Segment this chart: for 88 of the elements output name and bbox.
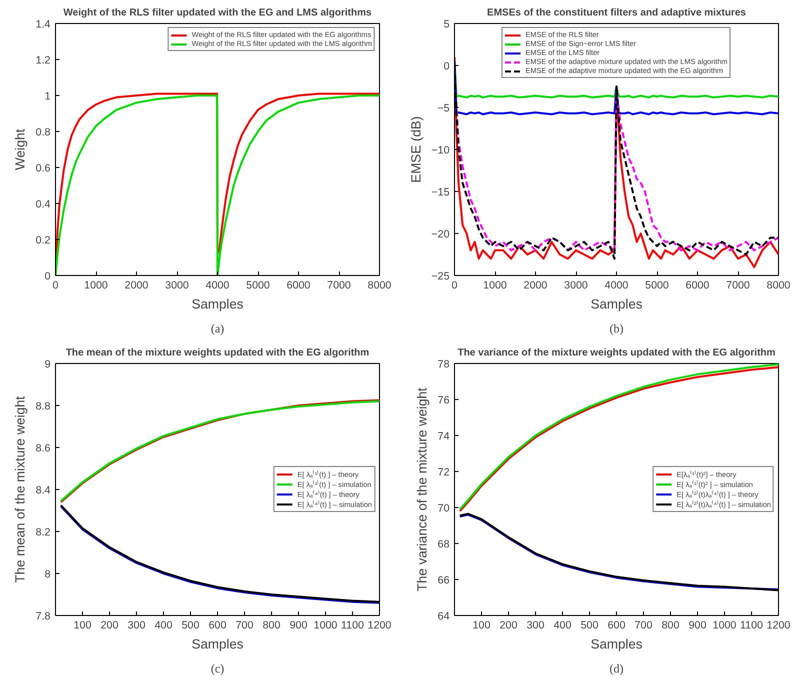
x-tick-label: 3000	[564, 280, 588, 292]
x-tick-label: 100	[472, 620, 490, 632]
x-tick-label: 500	[182, 620, 200, 632]
x-tick-label: 1000	[712, 620, 736, 632]
y-tick-label: 68	[438, 538, 450, 550]
x-tick-label: 6000	[286, 280, 310, 292]
x-tick-label: 1000	[314, 620, 338, 632]
y-tick-label: −25	[431, 270, 450, 282]
text: (d)	[610, 662, 624, 676]
y-tick-label: 74	[438, 430, 450, 442]
y-tick-label: −10	[431, 144, 450, 156]
x-tick-label: 300	[526, 620, 544, 632]
y-axis-title: Weight	[12, 128, 28, 170]
y-tick-label: 0.8	[36, 126, 51, 138]
x-tick-label: 1100	[341, 620, 364, 632]
x-tick-label: 200	[500, 620, 518, 632]
x-tick-label: 700	[634, 620, 652, 632]
x-tick-label: 400	[154, 620, 172, 632]
x-tick-label: 800	[262, 620, 280, 632]
y-tick-label: 1.4	[36, 18, 51, 30]
text: (b)	[610, 322, 624, 336]
chart-title: Weight of the RLS filter updated with the EG and LMS algorithms	[63, 8, 372, 18]
x-axis-title: Samples	[590, 296, 643, 312]
y-tick-label: 9	[44, 358, 51, 370]
x-tick-label: 600	[208, 620, 226, 632]
x-axis-title: Samples	[192, 296, 244, 312]
x-tick-label: 100	[74, 620, 92, 632]
y-tick-label: 1.2	[36, 54, 51, 66]
x-tick-label: 7000	[327, 280, 351, 292]
x-tick-label: 2000	[124, 280, 148, 292]
x-tick-label: 1200	[766, 620, 790, 632]
x-tick-label: 1200	[368, 620, 392, 632]
y-axis-title: EMSE (dB)	[408, 116, 424, 183]
y-tick-label: 0	[44, 270, 51, 282]
y-tick-label: 0.4	[36, 198, 51, 210]
x-tick-label: 8000	[368, 280, 392, 292]
y-tick-label: 70	[438, 502, 450, 514]
y-axis-title: The mean of the mixture weight	[12, 396, 28, 583]
y-axis-title: The variance of the mixture weight	[414, 387, 430, 592]
y-tick-label: 0.2	[36, 234, 51, 246]
x-tick-label: 1000	[483, 280, 507, 292]
chart-title: EMSEs of the constituent filters and adaptive mixtures	[487, 8, 746, 18]
chart-title: The variance of the mixture weights updated with the EG algorithm	[458, 348, 776, 358]
y-tick-label: 1	[44, 90, 51, 102]
x-tick-label: 400	[554, 620, 572, 632]
x-axis-title: Samples	[590, 636, 643, 652]
x-tick-label: 500	[580, 620, 598, 632]
y-tick-label: 76	[438, 394, 450, 406]
y-tick-label: 8.2	[36, 526, 51, 538]
y-tick-label: −5	[437, 102, 450, 114]
y-tick-label: 64	[438, 610, 450, 622]
x-tick-label: 6000	[686, 280, 710, 292]
text: (c)	[210, 662, 224, 676]
y-tick-label: 8.6	[36, 442, 51, 454]
x-tick-label: 1100	[740, 620, 764, 632]
y-tick-label: 8	[44, 568, 51, 580]
x-tick-label: 800	[662, 620, 680, 632]
x-tick-label: 8000	[766, 280, 790, 292]
x-tick-label: 700	[236, 620, 254, 632]
y-tick-label: 5	[444, 18, 450, 30]
y-tick-label: 8.8	[36, 400, 51, 412]
y-tick-label: 8.4	[36, 484, 51, 496]
x-tick-label: 300	[128, 620, 146, 632]
y-tick-label: 7.8	[36, 610, 51, 622]
x-tick-label: 5000	[645, 280, 669, 292]
text: (a)	[210, 322, 224, 336]
x-tick-label: 900	[290, 620, 308, 632]
x-tick-label: 4000	[206, 280, 230, 292]
x-tick-label: 2000	[524, 280, 548, 292]
x-tick-label: 0	[52, 280, 59, 292]
x-tick-label: 5000	[246, 280, 270, 292]
x-tick-label: 7000	[726, 280, 750, 292]
x-axis-title: Samples	[192, 636, 244, 652]
x-tick-label: 4000	[604, 280, 628, 292]
x-tick-label: 600	[608, 620, 626, 632]
x-tick-label: 900	[688, 620, 706, 632]
chart-title: The mean of the mixture weights updated with the EG algorithm	[66, 348, 370, 358]
x-tick-label: 0	[452, 280, 458, 292]
y-tick-label: 78	[438, 358, 450, 370]
y-tick-label: 72	[438, 466, 450, 478]
y-tick-label: −20	[431, 228, 450, 240]
x-tick-label: 1000	[84, 280, 108, 292]
y-tick-label: 66	[438, 574, 450, 586]
x-tick-label: 200	[100, 620, 118, 632]
y-tick-label: −15	[431, 186, 450, 198]
y-tick-label: 0	[444, 60, 450, 72]
y-tick-label: 0.6	[36, 162, 51, 174]
x-tick-label: 3000	[165, 280, 189, 292]
